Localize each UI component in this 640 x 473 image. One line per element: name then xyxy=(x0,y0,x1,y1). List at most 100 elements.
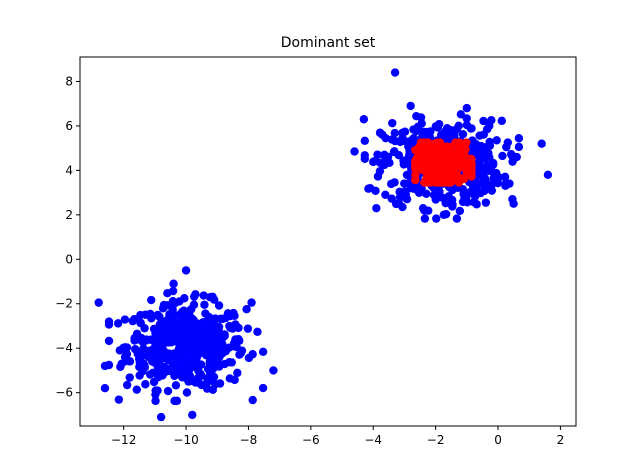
scatter-point xyxy=(154,311,162,319)
scatter-point xyxy=(115,395,123,403)
scatter-point xyxy=(485,138,493,146)
scatter-point xyxy=(221,314,229,322)
scatter-point xyxy=(417,113,425,121)
scatter-point xyxy=(453,214,461,222)
scatter-point xyxy=(400,179,408,187)
scatter-point xyxy=(391,68,399,76)
scatter-point xyxy=(414,188,422,196)
scatter-point xyxy=(95,298,103,306)
scatter-point xyxy=(101,362,109,370)
scatter-point xyxy=(482,161,490,169)
scatter-point xyxy=(126,357,134,365)
scatter-point xyxy=(392,200,400,208)
scatter-point xyxy=(192,354,200,362)
scatter-point xyxy=(476,189,484,197)
scatter-point xyxy=(444,178,452,186)
scatter-point xyxy=(199,291,207,299)
scatter-point xyxy=(485,153,493,161)
scatter-point xyxy=(116,346,124,354)
scatter-point xyxy=(501,182,509,190)
x-tick-label: 0 xyxy=(494,433,502,447)
scatter-point xyxy=(159,304,167,312)
scatter-point xyxy=(459,130,467,138)
scatter-point xyxy=(200,301,208,309)
scatter-point xyxy=(174,352,182,360)
scatter-point xyxy=(509,200,517,208)
scatter-point xyxy=(135,363,143,371)
scatter-point xyxy=(141,311,149,319)
scatter-point xyxy=(388,119,396,127)
scatter-point xyxy=(164,387,172,395)
scatter-point xyxy=(135,355,143,363)
y-tick-label: 2 xyxy=(65,208,73,222)
scatter-point xyxy=(147,296,155,304)
scatter-point xyxy=(504,138,512,146)
scatter-point xyxy=(385,159,393,167)
scatter-point xyxy=(395,151,403,159)
scatter-point xyxy=(190,301,198,309)
scatter-point xyxy=(397,190,405,198)
scatter-point xyxy=(467,124,475,132)
x-tick-label: −12 xyxy=(111,433,136,447)
x-tick-label: 2 xyxy=(557,433,565,447)
scatter-point xyxy=(253,328,261,336)
scatter-point xyxy=(479,117,487,125)
scatter-point xyxy=(483,125,491,133)
scatter-point xyxy=(479,146,487,154)
scatter-point xyxy=(209,364,217,372)
scatter-point xyxy=(390,178,398,186)
scatter-point xyxy=(433,151,441,159)
scatter-point xyxy=(381,134,389,142)
scatter-point xyxy=(463,169,471,177)
scatter-point xyxy=(226,374,234,382)
scatter-point xyxy=(456,207,464,215)
scatter-point xyxy=(488,186,496,194)
scatter-point xyxy=(178,368,186,376)
scatter-point xyxy=(182,355,190,363)
scatter-point xyxy=(451,138,459,146)
scatter-point xyxy=(432,214,440,222)
scatter-point xyxy=(412,127,420,135)
scatter-point xyxy=(463,104,471,112)
scatter-point xyxy=(462,138,470,146)
scatter-point xyxy=(105,320,113,328)
scatter-point xyxy=(259,348,267,356)
scatter-point xyxy=(372,204,380,212)
scatter-point xyxy=(259,384,267,392)
scatter-point xyxy=(126,373,134,381)
scatter-point xyxy=(195,332,203,340)
scatter-point xyxy=(401,127,409,135)
x-tick-label: −2 xyxy=(427,433,445,447)
scatter-point xyxy=(269,366,277,374)
scatter-point xyxy=(366,184,374,192)
scatter-point xyxy=(453,171,461,179)
scatter-point xyxy=(515,143,523,151)
scatter-point xyxy=(247,298,255,306)
scatter-point xyxy=(442,210,450,218)
scatter-point xyxy=(432,122,440,130)
scatter-point xyxy=(360,115,368,123)
scatter-point xyxy=(406,102,414,110)
scatter-point xyxy=(544,171,552,179)
scatter-point xyxy=(228,358,236,366)
scatter-point xyxy=(498,152,506,160)
scatter-point xyxy=(153,386,161,394)
scatter-point xyxy=(435,162,443,170)
scatter-point xyxy=(495,173,503,181)
scatter-point xyxy=(421,214,429,222)
scatter-point xyxy=(401,137,409,145)
x-tick-label: −6 xyxy=(302,433,320,447)
y-tick-label: −4 xyxy=(55,341,73,355)
data-points xyxy=(95,68,553,421)
scatter-point xyxy=(244,324,252,332)
scatter-point xyxy=(361,137,369,145)
scatter-point xyxy=(141,380,149,388)
scatter-point xyxy=(237,349,245,357)
scatter-point xyxy=(169,297,177,305)
scatter-point xyxy=(178,308,186,316)
y-tick-label: −2 xyxy=(55,297,73,311)
scatter-point xyxy=(423,172,431,180)
scatter-point xyxy=(422,190,430,198)
scatter-point xyxy=(228,324,236,332)
